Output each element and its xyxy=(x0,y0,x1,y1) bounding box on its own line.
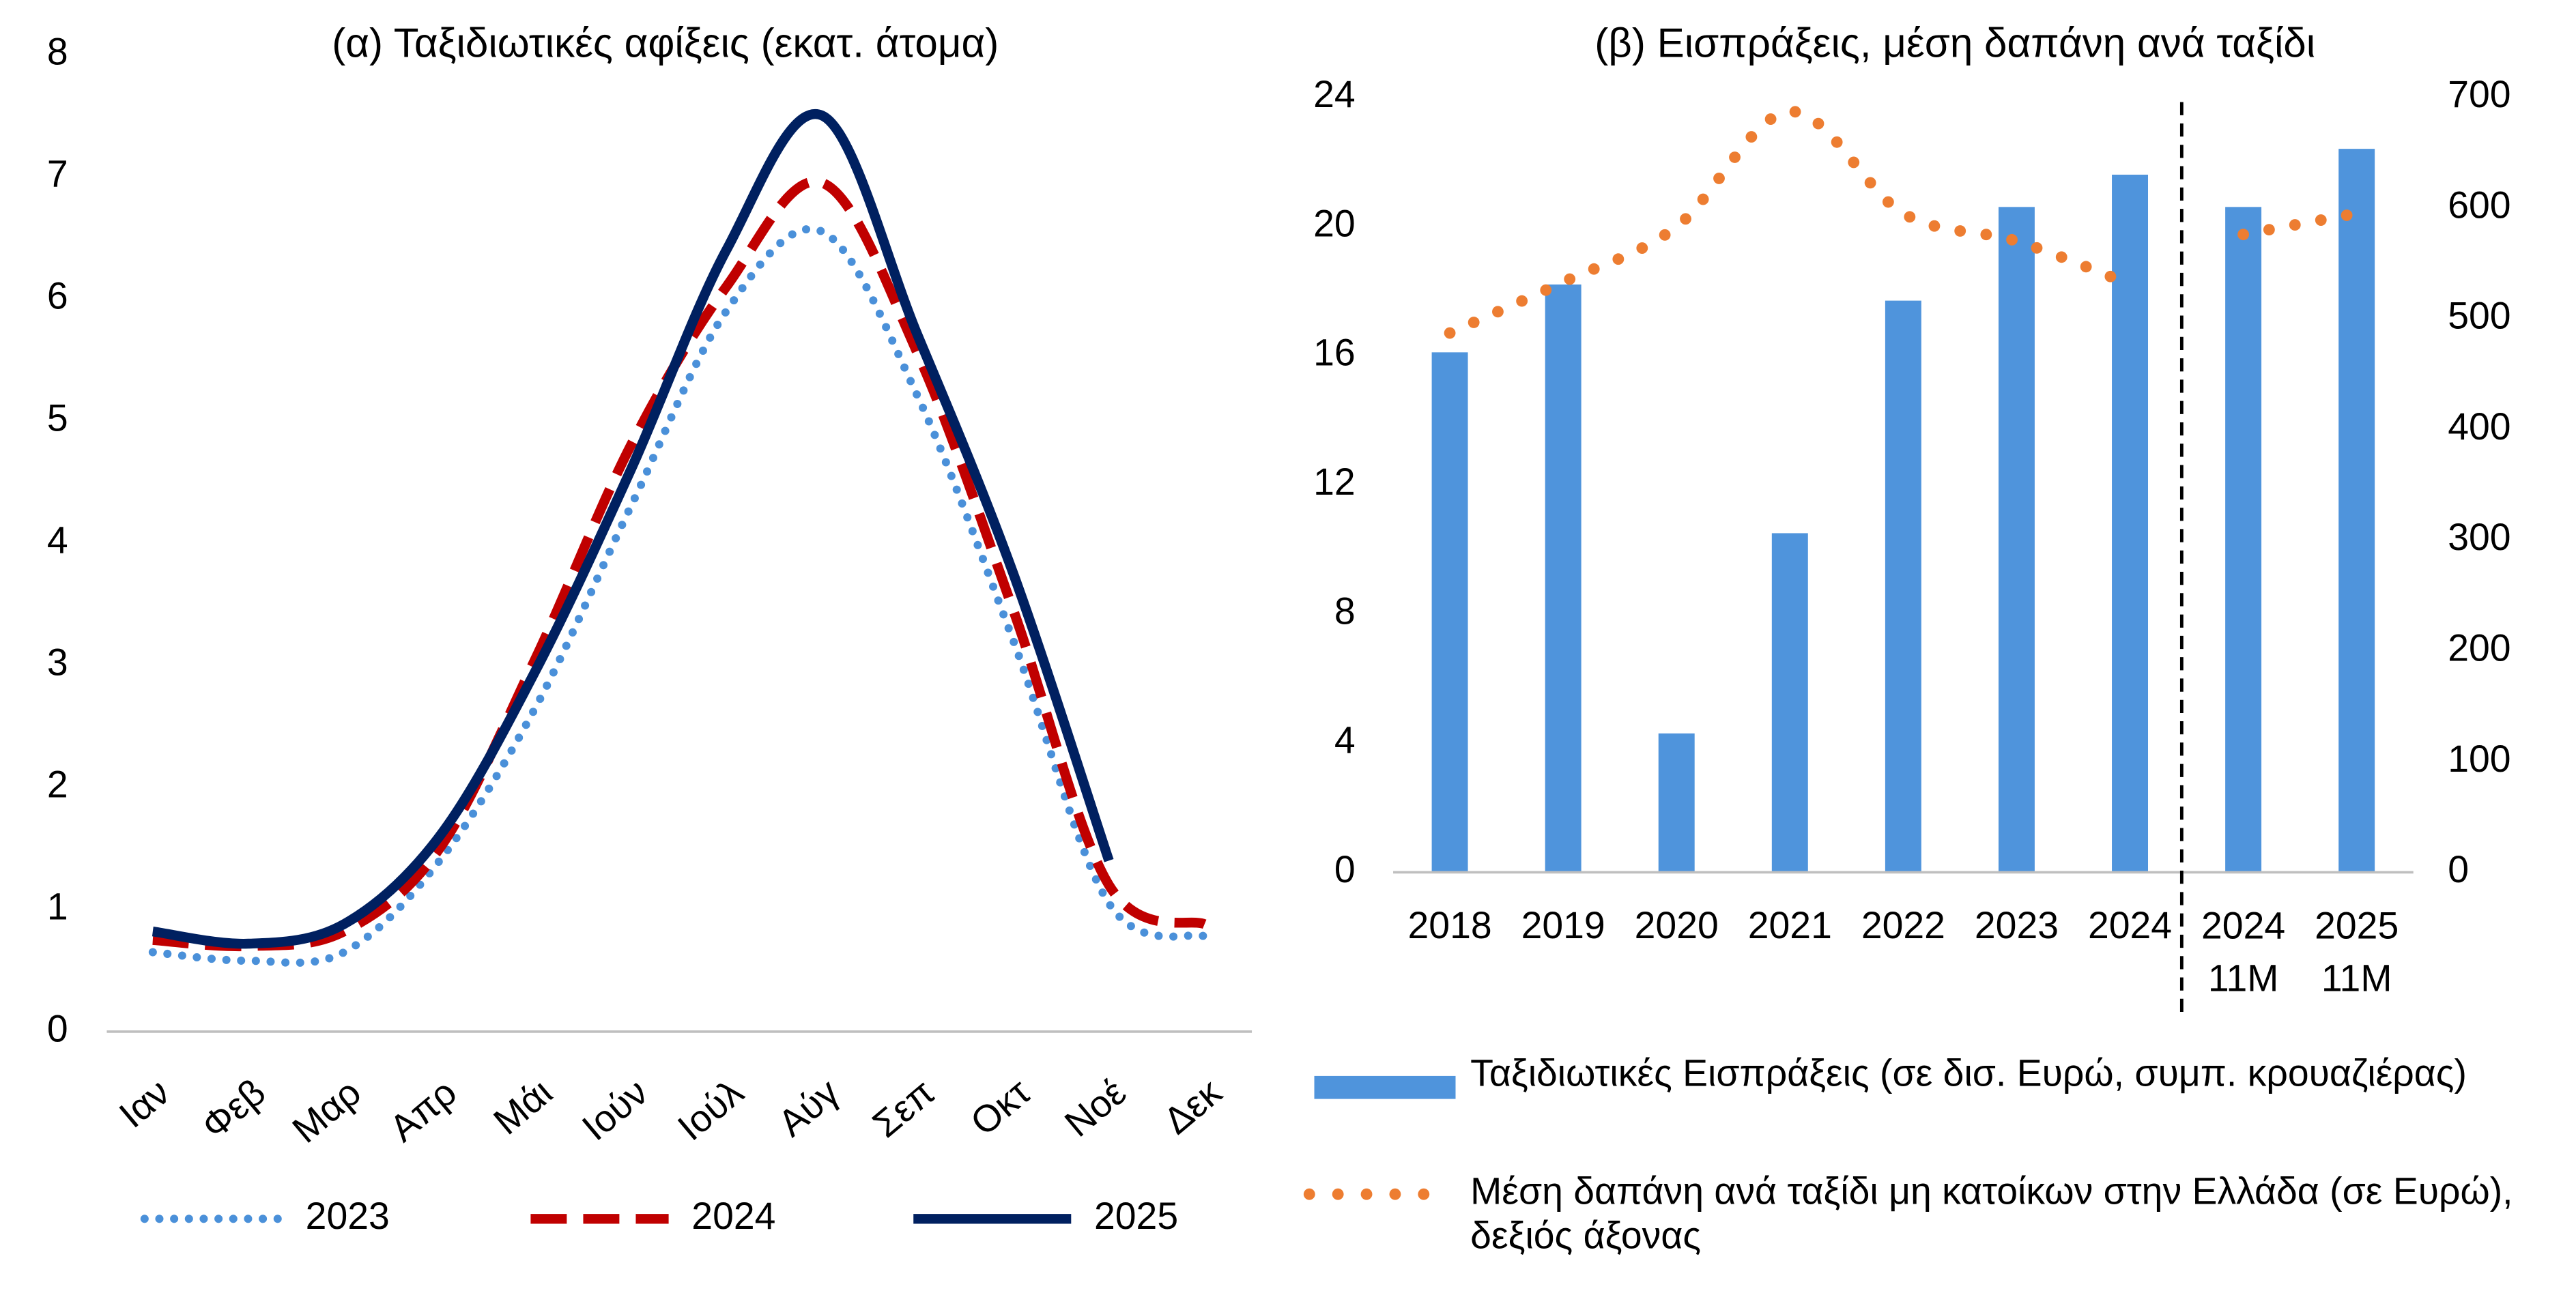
y2-tick-label: 200 xyxy=(2448,626,2510,669)
line-series xyxy=(2237,207,2363,241)
x-tick-label: Μαρ xyxy=(285,1071,369,1151)
x-tick-label: 2025 11M xyxy=(2315,904,2399,999)
y-tick-label: 7 xyxy=(47,152,68,194)
y-tick-label: 4 xyxy=(47,519,68,561)
y-tick-label: 1 xyxy=(47,886,68,928)
x-tick-label: 2022 xyxy=(1861,904,1945,946)
x-tick-label: Αύγ xyxy=(770,1071,847,1145)
y-tick-label: 16 xyxy=(1313,332,1356,374)
y-tick-label: 6 xyxy=(47,274,68,317)
line-series xyxy=(148,224,1209,967)
y-tick-label: 3 xyxy=(47,641,68,684)
y2-tick-label: 700 xyxy=(2448,73,2510,115)
x-tick-label: Οκτ xyxy=(962,1071,1038,1144)
bar xyxy=(1545,284,1582,873)
legend-label: 2024 xyxy=(691,1195,775,1237)
y2-tick-label: 300 xyxy=(2448,516,2510,558)
y-tick-label: 24 xyxy=(1313,73,1356,115)
legend-swatch xyxy=(1314,1075,1456,1099)
y2-tick-label: 500 xyxy=(2448,295,2510,337)
bar xyxy=(1885,300,1921,873)
x-tick-label: Δεκ xyxy=(1156,1071,1230,1142)
legend-label-box: Ταξιδιωτικές Εισπράξεις (σε δισ. Ευρώ, σ… xyxy=(1470,1051,2467,1094)
y-tick-label: 12 xyxy=(1313,461,1356,503)
y-tick-label: 8 xyxy=(1334,590,1356,632)
bar xyxy=(1431,352,1468,873)
legend-label: Ταξιδιωτικές Εισπράξεις (σε δισ. Ευρώ, σ… xyxy=(1470,1051,2467,1094)
legend-label-box: Μέση δαπάνη ανά ταξίδι μη κατοίκων στην … xyxy=(1470,1169,2513,1257)
bar xyxy=(2112,175,2149,873)
legend-label: Μέση δαπάνη ανά ταξίδι μη κατοίκων στην … xyxy=(1470,1169,2513,1257)
y-tick-label: 5 xyxy=(47,396,68,439)
x-tick-label: Ιούλ xyxy=(670,1071,752,1149)
y-tick-label: 0 xyxy=(1334,848,1356,890)
line-series xyxy=(1444,106,2136,339)
x-tick-label: 2020 xyxy=(1635,904,1719,946)
legend-label: 2023 xyxy=(306,1195,390,1237)
x-tick-label: Απρ xyxy=(382,1071,465,1150)
x-tick-label: 2023 xyxy=(1975,904,2059,946)
x-tick-label: Ιούν xyxy=(574,1071,656,1148)
line-series xyxy=(152,176,1207,952)
bar xyxy=(1998,207,2035,873)
bar xyxy=(2338,149,2375,873)
chart-title: (α) Ταξιδιωτικές αφίξεις (εκατ. άτομα) xyxy=(332,20,999,66)
legend-label: 2025 xyxy=(1094,1195,1178,1237)
y-tick-label: 4 xyxy=(1334,719,1356,761)
y-tick-label: 0 xyxy=(47,1008,68,1050)
bar xyxy=(1658,733,1695,873)
y2-tick-label: 0 xyxy=(2448,848,2469,890)
x-tick-label: Μάι xyxy=(485,1071,560,1143)
y2-tick-label: 100 xyxy=(2448,738,2510,780)
x-tick-label: 2024 xyxy=(2088,904,2172,946)
x-tick-label: Ιαν xyxy=(111,1071,177,1136)
bar xyxy=(2225,207,2262,873)
y2-tick-label: 400 xyxy=(2448,405,2510,448)
x-tick-label: 2018 xyxy=(1408,904,1492,946)
x-tick-label: Φεβ xyxy=(193,1071,273,1147)
x-tick-label: Σεπ xyxy=(865,1071,943,1146)
bar xyxy=(1771,533,1808,873)
x-tick-label: 2021 xyxy=(1748,904,1832,946)
y2-tick-label: 600 xyxy=(2448,184,2510,226)
x-tick-label: 2019 xyxy=(1521,904,1605,946)
y-tick-label: 8 xyxy=(47,30,68,72)
chart-title: (β) Εισπράξεις, μέση δαπάνη ανά ταξίδι xyxy=(1594,20,2315,66)
y-tick-label: 20 xyxy=(1313,202,1356,244)
x-tick-label: 2024 11M xyxy=(2201,904,2285,999)
x-tick-label: Νοέ xyxy=(1057,1071,1134,1145)
y-tick-label: 2 xyxy=(47,764,68,806)
line-series xyxy=(152,108,1114,949)
